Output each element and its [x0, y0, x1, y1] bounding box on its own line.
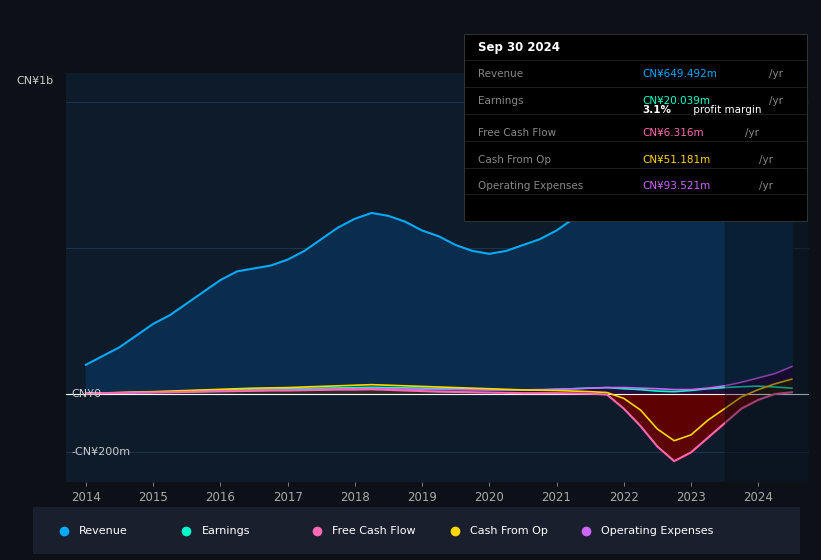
Text: CN¥93.521m: CN¥93.521m	[642, 181, 710, 192]
Text: Sep 30 2024: Sep 30 2024	[478, 40, 560, 54]
Text: Free Cash Flow: Free Cash Flow	[333, 526, 416, 535]
Text: CN¥649.492m: CN¥649.492m	[642, 69, 718, 79]
Text: CN¥6.316m: CN¥6.316m	[642, 128, 704, 138]
Bar	[725, 73, 809, 482]
Text: Cash From Op: Cash From Op	[478, 155, 551, 165]
Text: CN¥1b: CN¥1b	[16, 76, 53, 86]
Text: /yr: /yr	[759, 155, 773, 165]
Text: CN¥51.181m: CN¥51.181m	[642, 155, 710, 165]
Text: 3.1%: 3.1%	[642, 105, 672, 115]
Text: Operating Expenses: Operating Expenses	[478, 181, 583, 192]
Text: /yr: /yr	[745, 128, 759, 138]
Text: -CN¥200m: -CN¥200m	[71, 447, 131, 458]
Text: Earnings: Earnings	[202, 526, 250, 535]
Text: /yr: /yr	[759, 181, 773, 192]
Text: profit margin: profit margin	[690, 105, 762, 115]
Text: /yr: /yr	[769, 69, 783, 79]
Text: Revenue: Revenue	[478, 69, 523, 79]
Text: /yr: /yr	[769, 96, 783, 106]
Text: CN¥20.039m: CN¥20.039m	[642, 96, 710, 106]
Text: CN¥0: CN¥0	[71, 389, 101, 399]
Text: Cash From Op: Cash From Op	[470, 526, 548, 535]
Text: Revenue: Revenue	[79, 526, 127, 535]
Text: Free Cash Flow: Free Cash Flow	[478, 128, 556, 138]
Text: Earnings: Earnings	[478, 96, 523, 106]
Text: Operating Expenses: Operating Expenses	[601, 526, 713, 535]
